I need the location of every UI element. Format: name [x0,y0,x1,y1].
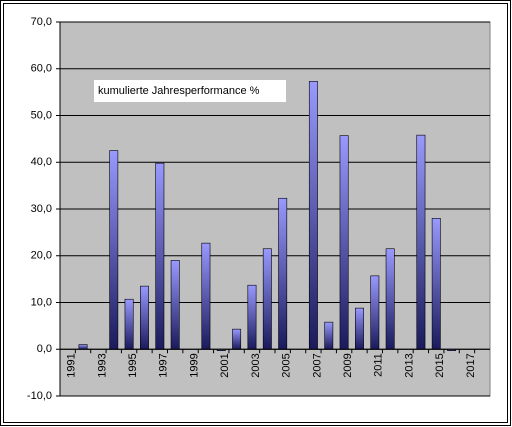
bar [370,275,380,350]
bar [124,298,134,350]
y-tick-label: 0,0 [37,343,52,355]
x-tick-label: 1999 [188,353,200,377]
bar [431,218,441,350]
x-tick-label: 1993 [96,353,108,377]
y-tick-label: 20,0 [31,250,52,262]
y-tick-label: 70,0 [31,16,52,28]
bar [324,321,334,350]
bar [308,81,318,350]
bar [247,284,257,350]
annotation: kumulierte Jahresperformance % [98,85,260,97]
annotation-box [94,80,286,102]
x-tick-label: 1997 [158,353,170,377]
x-tick-label: 2009 [342,353,354,377]
bar [170,260,180,350]
bar [416,134,426,350]
x-tick-label: 2013 [403,353,415,377]
bar [78,344,88,350]
bar [278,197,288,350]
y-tick-label: 40,0 [31,156,52,168]
x-tick-label: 2003 [250,353,262,377]
x-tick-label: 2001 [219,353,231,377]
bar [262,248,272,350]
x-tick-label: 1991 [66,353,78,377]
y-tick-label: -10,0 [27,390,52,402]
x-tick-label: 2017 [465,353,477,377]
bar [232,328,242,350]
bar [155,162,165,350]
y-tick-label: 30,0 [31,203,52,215]
y-tick-label: 10,0 [31,296,52,308]
bar [339,135,349,350]
x-tick-label: 2005 [281,353,293,377]
x-tick-label: 2007 [311,353,323,377]
bar [385,248,395,350]
bar [355,307,364,350]
x-tick-label: 1995 [127,353,139,377]
bar [109,150,119,350]
x-tick-label: 2015 [434,353,446,377]
bar [140,285,149,350]
y-tick-label: 60,0 [31,63,52,75]
bar [201,242,211,350]
y-tick-label: 50,0 [31,109,52,121]
x-tick-label: 2011 [373,353,385,377]
